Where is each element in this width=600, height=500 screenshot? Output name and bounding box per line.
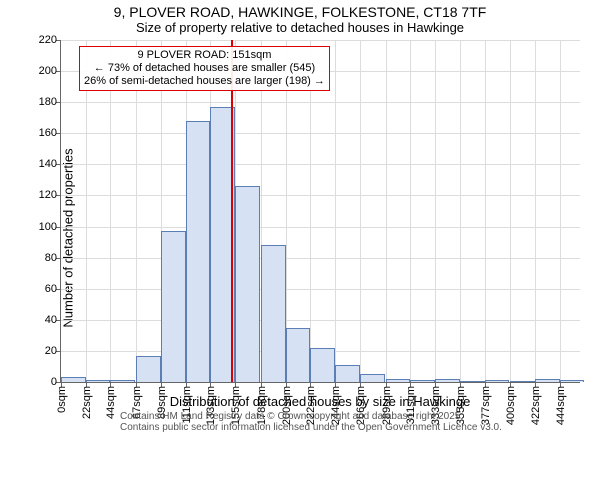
histogram-bar xyxy=(360,374,385,382)
histogram-bar xyxy=(235,186,260,382)
xtick-label: 422sqm xyxy=(528,386,542,425)
annotation-line-1: 9 PLOVER ROAD: 151sqm xyxy=(84,49,325,62)
gridline-v xyxy=(310,40,311,382)
histogram-bar xyxy=(335,365,360,382)
ytick-label: 20 xyxy=(45,345,61,357)
page-subtitle: Size of property relative to detached ho… xyxy=(0,20,600,35)
gridline-v xyxy=(410,40,411,382)
ytick-label: 220 xyxy=(39,34,61,46)
ytick-label: 140 xyxy=(39,158,61,170)
histogram-bar xyxy=(136,356,161,382)
gridline-h xyxy=(61,320,580,321)
histogram-bar xyxy=(460,381,485,382)
histogram-bar xyxy=(261,245,286,382)
ytick-label: 100 xyxy=(39,221,61,233)
gridline-v xyxy=(460,40,461,382)
histogram-bar xyxy=(410,380,435,382)
ytick-label: 200 xyxy=(39,65,61,77)
gridline-h xyxy=(61,40,580,41)
gridline-v xyxy=(386,40,387,382)
histogram-bar xyxy=(435,379,460,382)
annotation-box: 9 PLOVER ROAD: 151sqm← 73% of detached h… xyxy=(79,46,330,91)
histogram-bar xyxy=(560,380,585,382)
ytick-label: 80 xyxy=(45,252,61,264)
x-axis-label: Distribution of detached houses by size … xyxy=(170,394,471,409)
footer-line-2: Contains public sector information licen… xyxy=(120,422,502,433)
annotation-line-3: 26% of semi-detached houses are larger (… xyxy=(84,75,325,88)
footer-text: Contains HM Land Registry data © Crown c… xyxy=(120,411,502,433)
gridline-h xyxy=(61,133,580,134)
footer-line-1: Contains HM Land Registry data © Crown c… xyxy=(120,411,463,422)
xtick-label: 400sqm xyxy=(503,386,517,425)
xtick-label: 44sqm xyxy=(103,386,117,419)
ytick-label: 40 xyxy=(45,314,61,326)
gridline-v xyxy=(560,40,561,382)
gridline-h xyxy=(61,289,580,290)
chart-canvas: 0204060801001201401601802002200sqm22sqm4… xyxy=(60,40,580,383)
plot-area: Number of detached properties 0204060801… xyxy=(60,40,580,435)
ytick-label: 120 xyxy=(39,189,61,201)
gridline-v xyxy=(335,40,336,382)
gridline-v xyxy=(136,40,137,382)
gridline-v xyxy=(535,40,536,382)
histogram-bar xyxy=(110,380,135,382)
gridline-v xyxy=(110,40,111,382)
chart-container: { "title": "9, PLOVER ROAD, HAWKINGE, FO… xyxy=(0,0,600,500)
histogram-bar xyxy=(510,381,535,382)
histogram-bar xyxy=(86,380,111,382)
gridline-h xyxy=(61,195,580,196)
histogram-bar xyxy=(61,377,86,382)
gridline-v xyxy=(86,40,87,382)
ytick-label: 60 xyxy=(45,283,61,295)
histogram-bar xyxy=(535,379,560,382)
gridline-h xyxy=(61,102,580,103)
gridline-h xyxy=(61,227,580,228)
gridline-v xyxy=(435,40,436,382)
histogram-bar xyxy=(386,379,411,382)
gridline-v xyxy=(360,40,361,382)
annotation-line-2: ← 73% of detached houses are smaller (54… xyxy=(84,62,325,75)
histogram-bar xyxy=(286,328,311,382)
ytick-label: 160 xyxy=(39,127,61,139)
histogram-bar xyxy=(161,231,186,382)
histogram-bar xyxy=(310,348,335,382)
gridline-h xyxy=(61,258,580,259)
marker-line xyxy=(231,40,233,382)
page-title: 9, PLOVER ROAD, HAWKINGE, FOLKESTONE, CT… xyxy=(0,0,600,20)
xtick-label: 22sqm xyxy=(79,386,93,419)
histogram-bar xyxy=(485,380,510,382)
histogram-bar xyxy=(186,121,211,382)
gridline-v xyxy=(510,40,511,382)
xtick-label: 0sqm xyxy=(54,386,68,413)
gridline-v xyxy=(485,40,486,382)
ytick-label: 180 xyxy=(39,96,61,108)
gridline-h xyxy=(61,164,580,165)
xtick-label: 444sqm xyxy=(553,386,567,425)
